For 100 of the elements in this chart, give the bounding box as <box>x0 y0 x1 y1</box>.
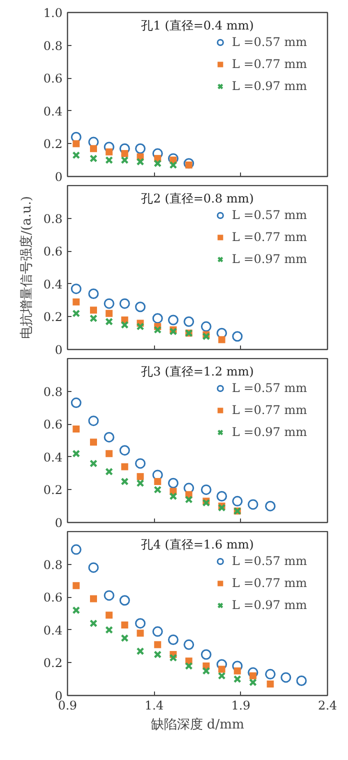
point <box>154 650 162 658</box>
text: 孔2 (直径=0.8 mm) <box>141 192 254 206</box>
point <box>88 562 99 573</box>
y-tick-label: 0.6 <box>43 418 63 432</box>
point <box>169 654 178 662</box>
point <box>152 313 163 324</box>
point <box>72 140 80 148</box>
point <box>218 336 226 344</box>
y-tick-label: 0.2 <box>43 483 63 498</box>
point <box>202 666 210 675</box>
point <box>70 132 82 142</box>
point <box>154 486 162 494</box>
x-tick-label: 1.9 <box>231 698 250 712</box>
point <box>72 298 80 306</box>
point <box>90 460 98 468</box>
legend-label: L =0.57 mm <box>232 554 307 568</box>
y-tick-label: 0.2 <box>43 656 63 670</box>
y-tick-label: 0 <box>54 343 63 357</box>
point <box>216 659 228 670</box>
point <box>136 630 144 637</box>
point <box>152 148 163 159</box>
point <box>168 153 178 164</box>
point <box>105 318 114 326</box>
y-tick-label: 0.4 <box>43 104 63 118</box>
point <box>232 496 243 506</box>
point <box>120 320 129 329</box>
point <box>249 678 257 686</box>
point <box>265 668 276 680</box>
y-tick-label: 0.4 <box>43 277 63 292</box>
point <box>104 298 114 309</box>
point <box>168 634 178 645</box>
point <box>90 314 98 322</box>
text: 孔4 (直径=1.6 mm) <box>141 538 254 552</box>
point <box>104 142 114 152</box>
point <box>120 634 129 642</box>
y-tick-label: 0.8 <box>43 212 63 226</box>
point <box>105 468 114 476</box>
point <box>168 314 178 326</box>
y-tick-label: 0.2 <box>43 310 63 324</box>
point <box>106 450 113 458</box>
x-axis-title: 缺陷深度 d/mm <box>150 716 244 732</box>
point <box>105 156 114 164</box>
point <box>218 672 226 680</box>
point <box>168 478 178 488</box>
legend-label: L =0.77 mm <box>232 230 307 244</box>
point <box>136 473 144 480</box>
point <box>135 302 146 312</box>
y-tick-label: 0.6 <box>43 72 63 86</box>
point <box>105 626 114 634</box>
point <box>184 158 194 169</box>
point <box>72 309 80 318</box>
point <box>296 676 307 686</box>
point <box>266 680 274 688</box>
y-tick-label: 0.8 <box>43 558 63 572</box>
legend-label: L =0.57 mm <box>232 208 307 222</box>
y-tick-label: 0.2 <box>43 137 63 152</box>
point <box>88 288 99 299</box>
point <box>169 492 178 500</box>
point <box>184 639 194 650</box>
point <box>218 666 226 673</box>
legend-label: L =0.77 mm <box>232 57 307 71</box>
point <box>135 618 146 629</box>
point <box>248 499 258 510</box>
point <box>234 667 241 674</box>
point <box>154 159 162 168</box>
point <box>119 445 130 456</box>
y-tick-label: 0 <box>54 170 63 184</box>
point <box>136 479 144 488</box>
point <box>152 626 163 637</box>
point <box>184 482 194 494</box>
y-tick-label: 0.6 <box>43 244 63 259</box>
point <box>72 450 80 458</box>
point <box>216 328 228 338</box>
point <box>88 136 99 148</box>
legend-label: L =0.57 mm <box>232 381 307 395</box>
point <box>121 150 128 158</box>
y-tick-label: 0.6 <box>43 590 63 605</box>
legend-label: L =0.77 mm <box>232 576 307 590</box>
point <box>90 438 97 446</box>
point <box>106 310 113 317</box>
point <box>121 621 128 628</box>
y-tick-label: 0.8 <box>43 384 63 399</box>
point <box>233 675 242 684</box>
point <box>121 463 128 470</box>
point <box>154 641 162 648</box>
legend-label: L =0.77 mm <box>232 403 307 417</box>
point <box>184 662 193 670</box>
point <box>70 544 82 555</box>
point <box>200 649 212 660</box>
point <box>72 151 80 160</box>
point <box>136 322 144 330</box>
point <box>248 667 258 678</box>
point <box>136 158 144 166</box>
point <box>90 145 97 152</box>
point <box>88 416 99 426</box>
point <box>120 156 129 164</box>
point <box>135 143 146 154</box>
text: 孔1 (直径=0.4 mm) <box>141 18 254 32</box>
legend-label: L =0.97 mm <box>232 425 307 439</box>
point <box>280 672 292 683</box>
